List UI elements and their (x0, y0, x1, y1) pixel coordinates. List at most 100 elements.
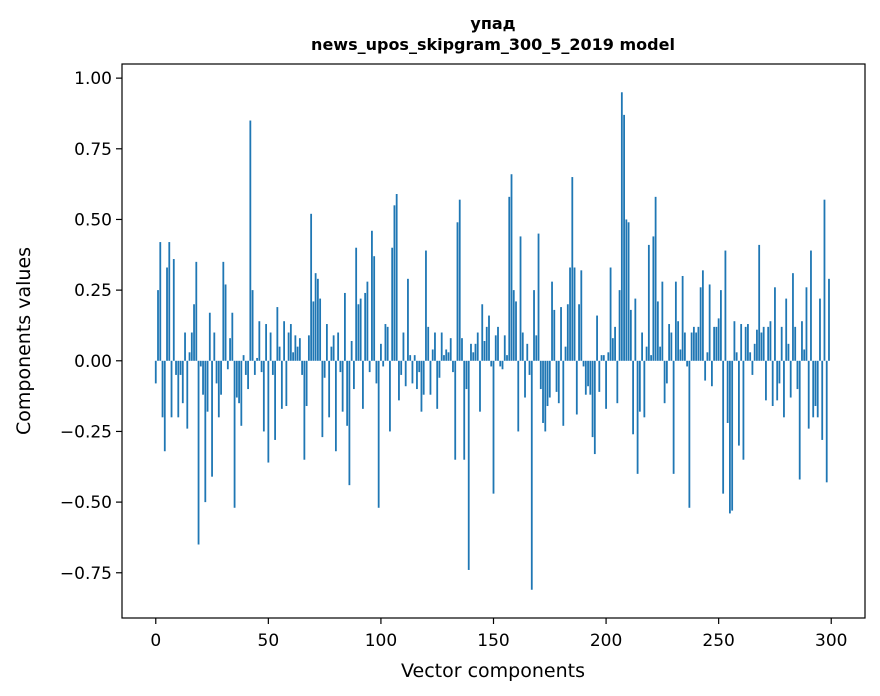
bar (501, 360, 504, 370)
bar (697, 326, 700, 361)
bar (751, 360, 754, 375)
bar (562, 360, 565, 426)
bar (224, 284, 227, 361)
bar (503, 335, 506, 361)
bar (587, 360, 589, 387)
bar (488, 315, 490, 361)
bar (229, 338, 231, 361)
y-tick-label: 0.50 (74, 210, 112, 230)
bar (609, 267, 612, 361)
bar (269, 332, 272, 361)
bar (371, 230, 373, 361)
bar (672, 360, 675, 474)
chart-title: упад (470, 14, 515, 33)
bar (778, 360, 781, 384)
bar (197, 360, 200, 545)
bar (758, 244, 761, 361)
bar (659, 346, 662, 361)
bar (596, 315, 598, 361)
bar (181, 360, 184, 404)
bar (744, 326, 747, 361)
bar (431, 349, 434, 361)
bar (434, 332, 436, 361)
bar (625, 219, 628, 361)
bar (560, 307, 562, 361)
bar (492, 360, 495, 494)
bar (756, 329, 758, 361)
bar (731, 360, 734, 511)
bar (524, 360, 526, 398)
y-tick-label: −0.25 (60, 422, 112, 442)
bar (278, 346, 281, 361)
bar (582, 360, 585, 367)
bar (368, 360, 371, 373)
bar (566, 304, 569, 361)
bar (483, 341, 486, 361)
bar (670, 332, 673, 361)
bar (334, 360, 337, 452)
bar (458, 199, 461, 361)
bar (319, 298, 322, 361)
bar (521, 332, 524, 361)
bar (235, 360, 238, 398)
bar (233, 360, 236, 508)
bar (575, 360, 578, 415)
bar (179, 360, 182, 375)
bar (512, 290, 515, 361)
bar (665, 360, 668, 384)
bar (481, 304, 484, 361)
bar (623, 114, 625, 361)
x-tick-label: 0 (150, 631, 161, 651)
bar (157, 290, 159, 361)
bar (812, 360, 815, 418)
bar (600, 355, 603, 361)
bar (316, 278, 319, 361)
bar (391, 247, 394, 361)
bar (271, 360, 274, 375)
bar (708, 284, 711, 361)
bar (825, 360, 828, 483)
bar (742, 360, 745, 460)
bar (332, 335, 335, 361)
bar (389, 360, 391, 432)
bar (771, 360, 774, 407)
bar (740, 324, 743, 361)
bar (199, 360, 202, 367)
bar (353, 360, 355, 390)
bar (807, 360, 810, 429)
bar (551, 281, 553, 361)
bar (553, 309, 556, 361)
bar (247, 360, 249, 390)
bar (679, 349, 682, 361)
bar (193, 304, 195, 361)
bar (418, 360, 421, 373)
x-tick-label: 100 (365, 631, 397, 651)
bar (506, 355, 508, 361)
bar (274, 360, 276, 440)
bar (260, 360, 263, 373)
x-tick-label: 200 (590, 631, 622, 651)
y-tick-label: 0.75 (74, 140, 112, 160)
bar (375, 360, 378, 384)
bar (627, 222, 630, 361)
bar (614, 326, 616, 361)
bar (591, 360, 594, 438)
bar (409, 355, 412, 361)
bar (814, 360, 817, 407)
bar (733, 321, 736, 361)
bar (535, 335, 538, 361)
bar (238, 360, 240, 404)
bar (407, 278, 409, 361)
bar (634, 298, 637, 361)
bar (699, 287, 702, 361)
bar (760, 332, 763, 361)
bar (607, 352, 610, 361)
bar (724, 250, 727, 361)
bar (337, 332, 340, 361)
bar (190, 332, 193, 361)
bar (222, 261, 225, 361)
bar (249, 120, 252, 361)
bar (578, 304, 580, 361)
bar (555, 360, 558, 392)
